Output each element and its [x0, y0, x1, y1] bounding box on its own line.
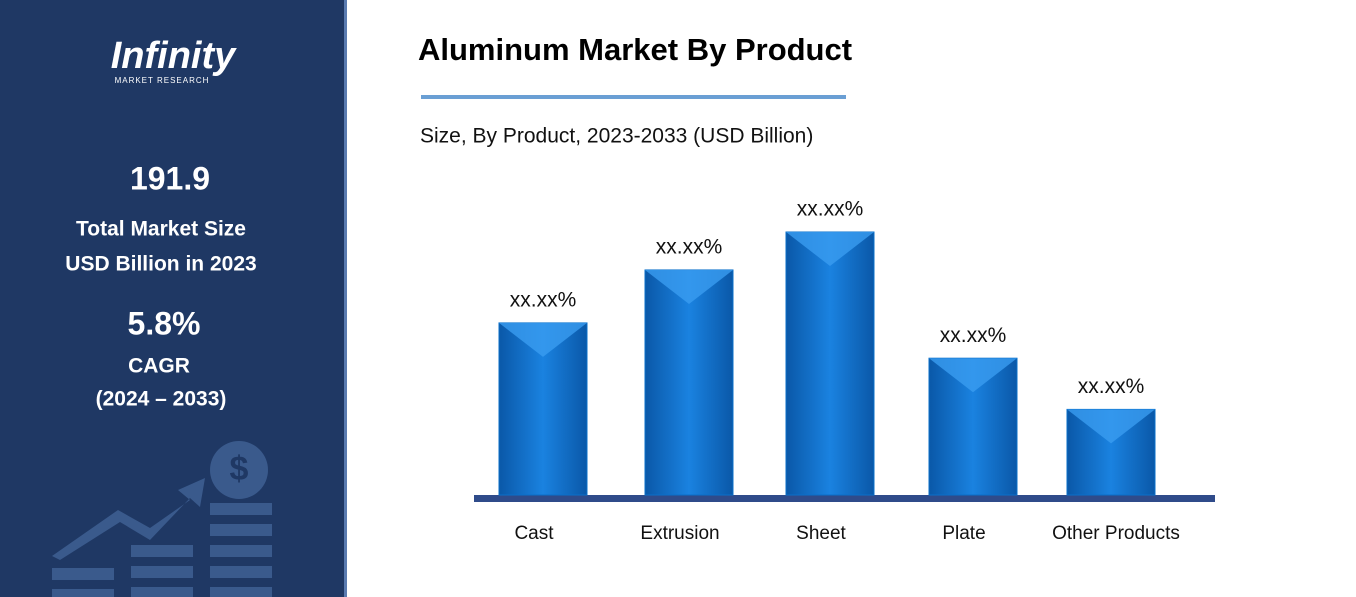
cagr: 5.8%: [128, 305, 201, 341]
baseline: [474, 495, 1215, 502]
value-label: xx.xx%: [656, 235, 723, 258]
chart-subtitle: Size, By Product, 2023-2033 (USD Billion…: [420, 125, 813, 148]
logo-tagline: MARKET RESEARCH: [115, 76, 210, 85]
chart-title: Aluminum Market By Product: [418, 32, 852, 67]
market-size: 191.9: [130, 160, 210, 196]
x-tick-label: Other Products: [1052, 523, 1180, 544]
growth-icon: $: [52, 441, 272, 597]
market-size-label: Total Market Size: [76, 218, 246, 241]
logo-name: Infinity: [111, 35, 237, 77]
x-tick-label: Plate: [942, 523, 985, 544]
value-label: xx.xx%: [510, 288, 577, 311]
x-tick-label: Cast: [514, 523, 554, 544]
market-size-label: USD Billion in 2023: [65, 253, 256, 276]
bar: [785, 231, 875, 496]
sidebar: [0, 0, 344, 597]
bar-highlight: [645, 269, 733, 304]
x-tick-label: Extrusion: [640, 523, 719, 544]
bar-highlight: [1067, 409, 1155, 444]
value-label: xx.xx%: [797, 198, 864, 221]
bar: [644, 269, 734, 496]
x-tick-label: Sheet: [796, 523, 846, 544]
title-underline: [421, 95, 846, 99]
cagr-label: CAGR: [128, 355, 190, 378]
sidebar-border: [344, 0, 347, 597]
bar-highlight: [929, 358, 1017, 393]
svg-text:$: $: [230, 450, 249, 488]
value-label: xx.xx%: [940, 324, 1007, 347]
bar-highlight: [786, 232, 874, 266]
cagr-period: (2024 – 2033): [96, 388, 227, 411]
bar-highlight: [499, 322, 587, 357]
value-label: xx.xx%: [1078, 375, 1145, 398]
